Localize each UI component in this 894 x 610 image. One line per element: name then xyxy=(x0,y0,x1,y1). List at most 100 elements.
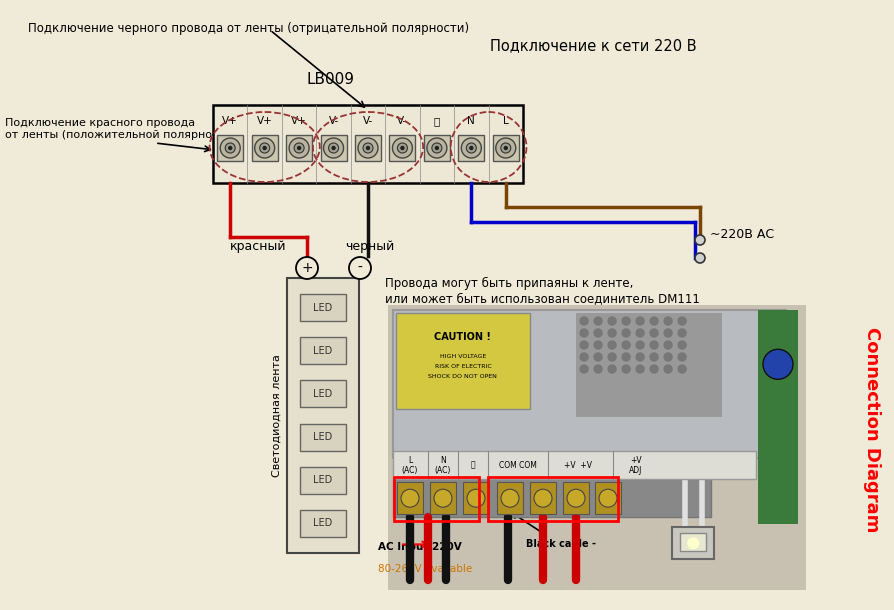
Bar xyxy=(430,482,456,514)
Circle shape xyxy=(229,146,232,149)
Bar xyxy=(300,467,346,493)
Bar xyxy=(300,294,346,321)
Circle shape xyxy=(401,489,419,507)
Bar xyxy=(595,482,621,514)
Circle shape xyxy=(637,329,644,337)
Bar xyxy=(300,423,346,451)
Circle shape xyxy=(637,353,644,361)
Circle shape xyxy=(679,341,686,349)
Circle shape xyxy=(664,341,672,349)
Bar xyxy=(287,278,359,553)
Circle shape xyxy=(608,365,616,373)
Bar xyxy=(300,381,346,407)
Circle shape xyxy=(435,146,438,149)
Circle shape xyxy=(255,138,274,158)
Text: V-: V- xyxy=(363,116,373,126)
Circle shape xyxy=(567,489,585,507)
Text: V+: V+ xyxy=(257,116,273,126)
Circle shape xyxy=(259,143,270,153)
Bar xyxy=(488,477,618,521)
Text: LED: LED xyxy=(314,303,333,313)
Circle shape xyxy=(467,143,477,153)
Circle shape xyxy=(664,353,672,361)
Text: красный: красный xyxy=(230,240,286,253)
Text: Светодиодная лента: Светодиодная лента xyxy=(272,354,282,477)
Circle shape xyxy=(358,138,378,158)
Text: Black cable -: Black cable - xyxy=(526,539,596,549)
Text: AC Input 220V: AC Input 220V xyxy=(378,542,461,551)
Circle shape xyxy=(220,138,240,158)
Circle shape xyxy=(501,143,510,153)
Bar xyxy=(217,135,243,161)
Bar xyxy=(393,310,786,458)
Circle shape xyxy=(329,143,339,153)
Circle shape xyxy=(664,365,672,373)
Text: RISK OF ELECTRIC: RISK OF ELECTRIC xyxy=(434,364,492,369)
Circle shape xyxy=(650,341,658,349)
Circle shape xyxy=(622,353,630,361)
Circle shape xyxy=(349,257,371,279)
Text: +V  +V: +V +V xyxy=(564,461,592,470)
Text: LED: LED xyxy=(314,346,333,356)
Bar xyxy=(463,482,489,514)
Text: COM COM: COM COM xyxy=(499,461,537,470)
Circle shape xyxy=(637,365,644,373)
Bar xyxy=(758,310,798,524)
Text: N
(AC): N (AC) xyxy=(434,456,451,475)
Circle shape xyxy=(650,353,658,361)
Text: Red cable +: Red cable + xyxy=(630,490,696,500)
Circle shape xyxy=(332,146,335,149)
Circle shape xyxy=(289,138,309,158)
Circle shape xyxy=(622,365,630,373)
Circle shape xyxy=(608,341,616,349)
Circle shape xyxy=(763,350,793,379)
Text: черный: черный xyxy=(345,240,394,253)
Circle shape xyxy=(687,537,699,549)
Bar xyxy=(459,135,485,161)
Circle shape xyxy=(608,353,616,361)
Circle shape xyxy=(650,329,658,337)
Circle shape xyxy=(650,317,658,325)
Circle shape xyxy=(401,146,404,149)
Circle shape xyxy=(398,143,408,153)
Bar xyxy=(396,313,530,409)
Text: -: - xyxy=(358,261,362,275)
Circle shape xyxy=(622,341,630,349)
Circle shape xyxy=(664,317,672,325)
Circle shape xyxy=(679,353,686,361)
Circle shape xyxy=(470,146,473,149)
Circle shape xyxy=(263,146,266,149)
Bar xyxy=(393,451,756,479)
Text: ⏚: ⏚ xyxy=(434,116,440,126)
Text: 80-260V available: 80-260V available xyxy=(378,564,472,575)
Bar xyxy=(394,477,479,521)
Circle shape xyxy=(434,489,452,507)
Circle shape xyxy=(496,138,516,158)
Bar xyxy=(321,135,347,161)
Circle shape xyxy=(679,317,686,325)
Bar xyxy=(397,482,423,514)
Circle shape xyxy=(599,489,617,507)
Circle shape xyxy=(432,143,442,153)
Circle shape xyxy=(225,143,235,153)
Circle shape xyxy=(298,146,300,149)
Circle shape xyxy=(637,317,644,325)
Bar xyxy=(213,105,523,183)
Circle shape xyxy=(664,329,672,337)
Circle shape xyxy=(650,365,658,373)
Text: N: N xyxy=(468,116,476,126)
Circle shape xyxy=(595,341,602,349)
Circle shape xyxy=(595,329,602,337)
Bar xyxy=(530,482,556,514)
Circle shape xyxy=(637,341,644,349)
Bar xyxy=(252,135,278,161)
Text: Подключение черного провода от ленты (отрицательной полярности): Подключение черного провода от ленты (от… xyxy=(28,22,469,35)
Circle shape xyxy=(580,317,588,325)
Bar xyxy=(576,313,722,417)
Circle shape xyxy=(504,146,507,149)
Text: +V
ADJ: +V ADJ xyxy=(629,456,643,475)
Circle shape xyxy=(367,146,369,149)
Text: ⏚: ⏚ xyxy=(470,461,476,470)
Circle shape xyxy=(679,329,686,337)
Circle shape xyxy=(580,353,588,361)
